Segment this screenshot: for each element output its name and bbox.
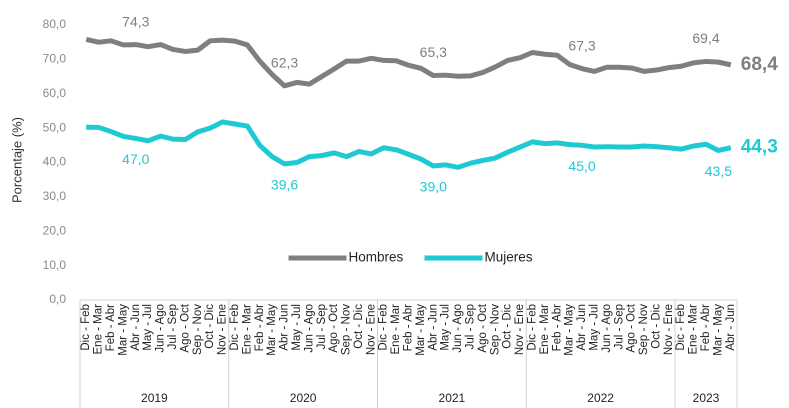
x-tick-label: Dic - Feb	[378, 304, 390, 351]
x-tick-label: Jun - Ago	[601, 304, 613, 353]
x-tick-label: May - Jul	[588, 304, 600, 351]
x-tick-label: Feb - Abr	[700, 304, 712, 351]
x-tick-label: Feb - Abr	[105, 304, 117, 351]
x-tick-label: Ago - Oct	[179, 303, 191, 352]
x-tick-label: Nov - Ene	[217, 304, 229, 355]
x-tick-label: Ene - Mar	[390, 304, 402, 355]
y-tick-label: 30,0	[43, 189, 67, 203]
year-label: 2022	[587, 391, 614, 405]
value-label: 62,3	[271, 55, 298, 71]
value-label: 69,4	[692, 30, 719, 46]
x-tick-label: May - Jul	[142, 304, 154, 351]
x-tick-label: Sep - Nov	[489, 304, 501, 355]
year-label: 2023	[693, 391, 720, 405]
x-tick-label: Dic - Feb	[229, 304, 241, 351]
x-tick-label: Ene - Mar	[241, 304, 253, 355]
year-label: 2019	[141, 391, 168, 405]
x-tick-label: Abr - Jun	[576, 304, 588, 351]
y-tick-label: 70,0	[43, 52, 67, 66]
value-label: 43,5	[705, 163, 732, 179]
x-tick-label: Ene - Mar	[688, 304, 700, 355]
y-tick-label: 60,0	[43, 86, 67, 100]
value-label: 68,4	[741, 54, 778, 75]
x-tick-label: Nov - Ene	[365, 304, 377, 355]
y-tick-label: 0,0	[49, 292, 66, 306]
y-tick-label: 10,0	[43, 258, 67, 272]
value-label: 74,3	[122, 13, 149, 29]
x-tick-label: Jun - Ago	[303, 304, 315, 353]
series-line	[86, 119, 732, 170]
x-tick-label: Mar - May	[564, 304, 576, 356]
value-label: 45,0	[568, 158, 595, 174]
legend-label: Mujeres	[485, 250, 533, 265]
x-tick-label: Jul - Sep	[167, 304, 179, 349]
x-tick-label: Mar - May	[712, 304, 724, 356]
value-label: 39,0	[420, 179, 447, 195]
y-tick-label: 80,0	[43, 17, 67, 31]
x-tick-label: Abr - Jun	[725, 304, 737, 351]
x-tick-label: Feb - Abr	[254, 304, 266, 351]
x-tick-label: Ago - Oct	[328, 303, 340, 352]
series-line	[85, 36, 732, 89]
x-tick-label: Dic - Feb	[80, 304, 92, 351]
x-tick-label: Sep - Nov	[341, 304, 353, 355]
x-tick-label: Abr - Jun	[427, 304, 439, 351]
x-tick-label: May - Jul	[440, 304, 452, 351]
x-tick-label: Oct - Dic	[353, 304, 365, 349]
x-tick-label: Sep - Nov	[192, 304, 204, 355]
x-tick-label: Jun - Ago	[155, 304, 167, 353]
x-tick-label: Dic - Feb	[675, 304, 687, 351]
value-label: 47,0	[122, 151, 149, 167]
x-tick-label: Feb - Abr	[551, 304, 563, 351]
x-tick-label: Mar - May	[117, 304, 129, 356]
value-label: 65,3	[420, 44, 447, 60]
value-label: 67,3	[568, 37, 595, 53]
x-tick-label: Jul - Sep	[316, 304, 328, 349]
y-tick-label: 40,0	[43, 155, 67, 169]
y-axis-label: Porcentaje (%)	[9, 117, 24, 203]
x-tick-label: Mar - May	[415, 304, 427, 356]
x-tick-label: Abr - Jun	[279, 304, 291, 351]
x-tick-label: Feb - Abr	[403, 304, 415, 351]
x-tick-label: Jul - Sep	[613, 304, 625, 349]
x-tick-label: Oct - Dic	[650, 304, 662, 349]
x-tick-label: Ene - Mar	[93, 304, 105, 355]
x-tick-label: Ene - Mar	[539, 304, 551, 355]
value-label: 44,3	[741, 137, 778, 158]
legend-label: Hombres	[349, 250, 404, 265]
x-tick-label: Jul - Sep	[465, 304, 477, 349]
x-tick-label: Oct - Dic	[502, 304, 514, 349]
x-tick-label: Ago - Oct	[626, 303, 638, 352]
x-tick-label: May - Jul	[291, 304, 303, 351]
year-label: 2020	[290, 391, 317, 405]
x-tick-label: Nov - Ene	[663, 304, 675, 355]
x-tick-label: Dic - Feb	[526, 304, 538, 351]
y-tick-label: 50,0	[43, 120, 67, 134]
x-tick-label: Oct - Dic	[204, 304, 216, 349]
x-tick-label: Sep - Nov	[638, 304, 650, 355]
x-tick-label: Jun - Ago	[452, 304, 464, 353]
x-tick-label: Nov - Ene	[514, 304, 526, 355]
x-tick-label: Ago - Oct	[477, 303, 489, 352]
year-label: 2021	[439, 391, 466, 405]
x-tick-label: Mar - May	[266, 304, 278, 356]
value-label: 39,6	[271, 177, 298, 193]
y-tick-label: 20,0	[43, 223, 67, 237]
x-tick-label: Abr - Jun	[130, 304, 142, 351]
